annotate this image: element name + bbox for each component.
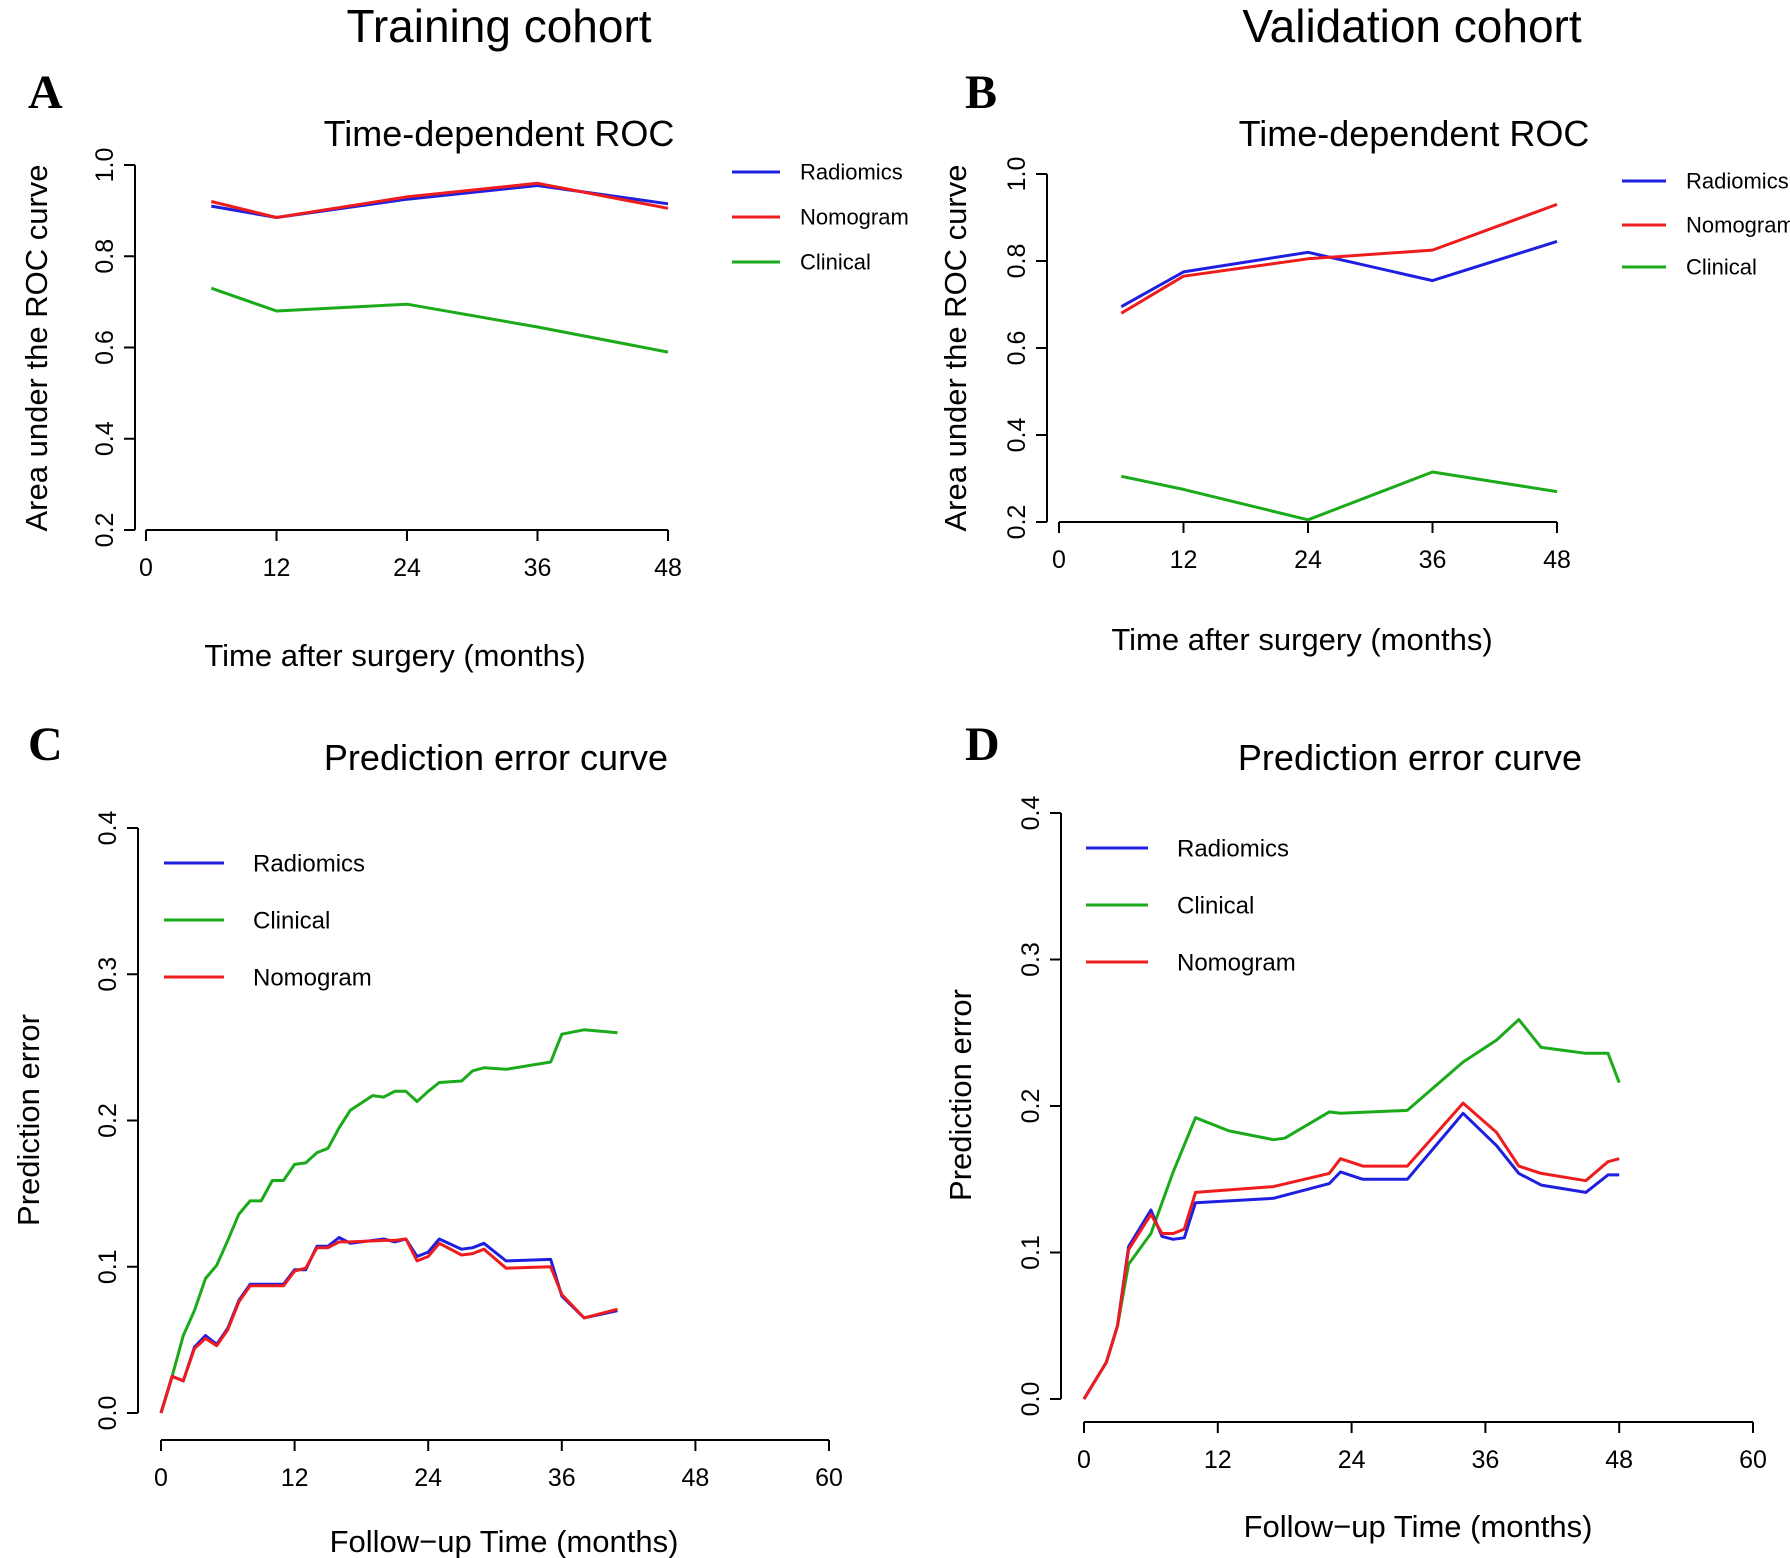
legend-label-radiomics: Radiomics: [253, 850, 365, 877]
x-tick-label: 60: [815, 1464, 843, 1492]
x-tick-label: 12: [1170, 546, 1198, 574]
training-cohort-header: Training cohort: [346, 0, 651, 52]
legend-label-clinical: Clinical: [1177, 892, 1254, 919]
series-line-radiomics: [211, 184, 669, 219]
x-tick-label: 36: [1471, 1446, 1499, 1474]
series-line-nomogram: [1082, 1101, 1620, 1400]
y-tick-label: 0.6: [91, 330, 119, 365]
x-tick-label: 0: [139, 554, 153, 582]
y-tick-label: 0.3: [94, 957, 122, 992]
x-axis-label: Time after surgery (months): [204, 638, 585, 673]
y-tick-label: 0.4: [91, 421, 119, 456]
x-tick-label: 48: [1605, 1446, 1633, 1474]
y-tick-label: 0.8: [91, 239, 119, 274]
x-axis-label: Time after surgery (months): [1111, 622, 1492, 657]
x-tick-label: 48: [1543, 546, 1571, 574]
legend-label-nomogram: Nomogram: [1686, 213, 1790, 238]
panel-D: D Prediction error curve 0.0 0.1 0.2 0.3 0.4 0 1…: [943, 718, 1767, 1544]
x-tick-label: 24: [1338, 1446, 1366, 1474]
y-tick-label: 0.2: [1017, 1089, 1045, 1124]
y-tick-label: 1.0: [1003, 157, 1031, 192]
y-tick-label: 0.1: [94, 1249, 122, 1284]
legend-label-radiomics: Radiomics: [1686, 169, 1789, 194]
panel-letter: A: [28, 66, 63, 119]
x-tick-label: 36: [524, 554, 552, 582]
series-line-radiomics: [1082, 1111, 1620, 1400]
y-tick-label: 0.6: [1003, 331, 1031, 366]
x-tick-label: 12: [281, 1464, 309, 1492]
validation-cohort-header: Validation cohort: [1242, 0, 1581, 52]
x-axis-label: Follow−up Time (months): [1244, 1509, 1593, 1544]
series-line-nomogram: [210, 181, 669, 219]
series-line-radiomics: [1120, 239, 1558, 309]
panel-letter: D: [965, 718, 1000, 771]
panel-B: B Time-dependent ROC 0.2 0.4 0.6 0.8 1.0 0 12 24 3…: [938, 66, 1790, 657]
legend-label-radiomics: Radiomics: [1177, 835, 1289, 862]
legend-label-nomogram: Nomogram: [253, 964, 372, 991]
y-axis-label: Prediction error: [11, 1014, 46, 1226]
series-line-nomogram: [159, 1237, 618, 1414]
x-tick-label: 24: [1294, 546, 1322, 574]
x-tick-label: 48: [654, 554, 682, 582]
panel-letter: C: [28, 718, 63, 771]
y-tick-label: 0.0: [1017, 1382, 1045, 1417]
y-tick-label: 0.1: [1017, 1235, 1045, 1270]
series-line-clinical: [159, 1028, 618, 1414]
y-tick-label: 0.2: [1003, 505, 1031, 540]
series-line-clinical: [1082, 1018, 1621, 1400]
y-tick-label: 0.8: [1003, 244, 1031, 279]
x-axis-label: Follow−up Time (months): [330, 1524, 679, 1558]
panel-A: A Time-dependent ROC 0.2 0.4 0.6 0.8 1.0 0 12 24 3…: [19, 66, 909, 673]
y-tick-label: 0.0: [94, 1396, 122, 1431]
chart-title: Prediction error curve: [1238, 737, 1582, 778]
x-tick-label: 24: [414, 1464, 442, 1492]
chart-title: Time-dependent ROC: [1239, 113, 1590, 154]
y-tick-label: 0.3: [1017, 942, 1045, 977]
panel-letter: B: [965, 66, 997, 119]
y-tick-label: 1.0: [91, 148, 119, 183]
y-tick-label: 0.4: [1003, 418, 1031, 453]
y-tick-label: 0.4: [94, 811, 122, 846]
y-tick-label: 0.2: [94, 1103, 122, 1138]
legend-label-nomogram: Nomogram: [800, 205, 909, 230]
x-tick-label: 12: [1204, 1446, 1232, 1474]
legend-label-clinical: Clinical: [800, 250, 871, 275]
x-tick-label: 24: [393, 554, 421, 582]
x-tick-label: 0: [1077, 1446, 1091, 1474]
chart-title: Prediction error curve: [324, 737, 668, 778]
y-tick-label: 0.2: [91, 513, 119, 548]
legend-label-radiomics: Radiomics: [800, 160, 903, 185]
x-tick-label: 0: [154, 1464, 168, 1492]
panel-C: C Prediction error curve 0.0 0.1 0.2 0.3 0.4 0 1…: [11, 718, 843, 1558]
y-tick-label: 0.4: [1017, 796, 1045, 831]
series-line-clinical: [1120, 470, 1558, 522]
chart-title: Time-dependent ROC: [324, 113, 675, 154]
legend-label-nomogram: Nomogram: [1177, 949, 1296, 976]
x-tick-label: 36: [548, 1464, 576, 1492]
y-axis-label: Area under the ROC curve: [938, 164, 973, 531]
x-tick-label: 48: [681, 1464, 709, 1492]
x-tick-label: 0: [1052, 546, 1066, 574]
legend-label-clinical: Clinical: [1686, 255, 1757, 280]
series-line-nomogram: [1120, 202, 1558, 315]
y-axis-label: Prediction error: [943, 989, 978, 1201]
legend-label-clinical: Clinical: [253, 907, 330, 934]
x-tick-label: 36: [1419, 546, 1447, 574]
x-tick-label: 60: [1739, 1446, 1767, 1474]
y-axis-label: Area under the ROC curve: [19, 164, 54, 531]
x-tick-label: 12: [263, 554, 291, 582]
series-line-clinical: [210, 286, 669, 354]
